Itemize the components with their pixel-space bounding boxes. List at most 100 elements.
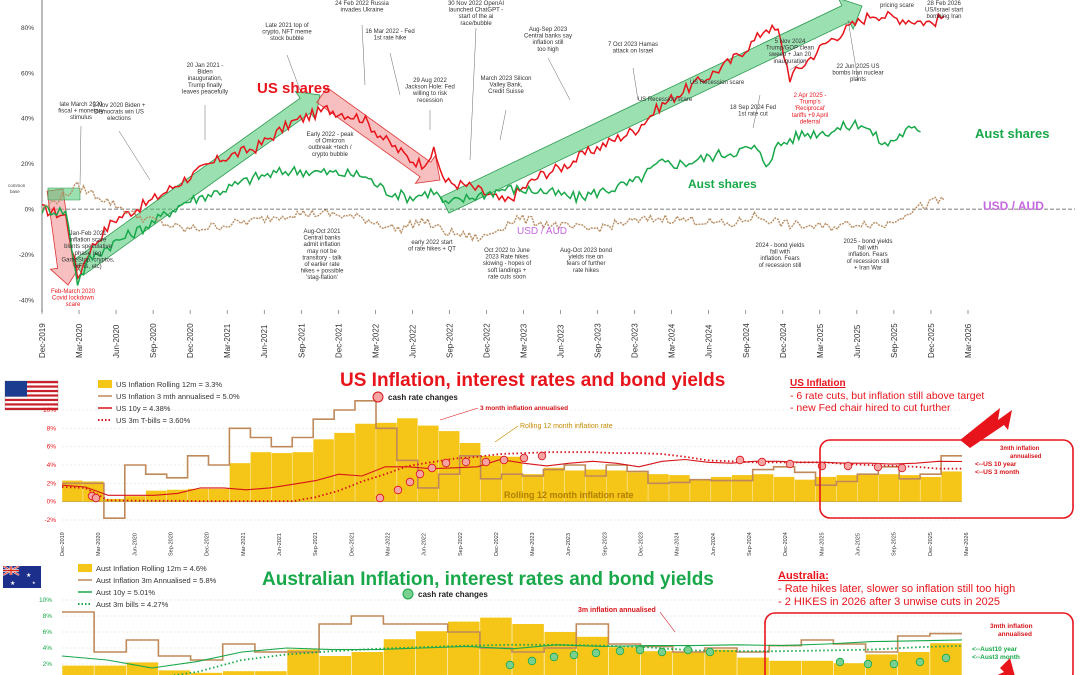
au-inflation-bar	[608, 647, 641, 675]
us-cash-rate-change-marker	[757, 457, 767, 467]
us-x-tick: Dec-2019	[60, 532, 66, 556]
us-right-3month-label: <--US 3 month	[975, 469, 1019, 476]
us-x-tick: Mar-2024	[675, 532, 681, 556]
y-tick-label: 60%	[21, 70, 34, 77]
au-chart-title: Australian Inflation, interest rates and…	[262, 569, 714, 590]
au-3m-label: 3m inflation annualised	[578, 607, 656, 614]
us-legend-label: US Inflation 3 mth annualised = 5.0%	[116, 392, 240, 401]
event-annotation: 20 Jan 2021 -Biden inauguration, Trump fin…	[182, 63, 228, 95]
us-x-tick: Jun-2020	[132, 533, 138, 556]
us-note-title: US Inflation	[790, 378, 846, 389]
event-annotation: 24 Feb 2022 Russia invades Ukraine	[335, 1, 389, 14]
annotation-pointer	[389, 52, 401, 96]
us-note-line: - new Fed chair hired to cut further	[790, 402, 951, 414]
trend-arrow-base	[47, 187, 81, 201]
event-annotation: US Recession scare	[638, 97, 693, 103]
x-tick-label: Mar-2022	[371, 323, 380, 358]
au-3m-bills-line	[169, 643, 963, 675]
us-cash-rate-change-marker	[405, 477, 415, 487]
au-note-line: - 2 HIKES in 2026 after 3 unwise cuts in…	[778, 596, 1000, 608]
us-cash-rate-change-marker	[843, 461, 853, 471]
series-line-usd-aud	[41, 180, 945, 243]
us-inflation-chart: US Inflation, interest rates and bond yi…	[4, 370, 1074, 556]
au-y-tick: 4%	[43, 645, 53, 652]
au-cash-rate-change-marker	[863, 659, 873, 669]
event-annotation: Oct 2022 to June 2023 Rate hikes slowing -…	[483, 248, 532, 280]
y-tick-label: 20%	[21, 161, 34, 168]
au-cash-rate-change-marker	[505, 660, 515, 670]
au-3m-pointer	[659, 611, 676, 633]
us-x-tick: Mar-2020	[96, 532, 102, 556]
au-legend-label: Aust Inflation Rolling 12m = 4.6%	[96, 564, 207, 573]
annotation-pointer	[361, 24, 366, 86]
event-annotation: early 2022 start of rate hikes + QT	[408, 240, 456, 253]
us-3m-label: 3 month inflation annualised	[480, 405, 568, 412]
au-flag-icon: ★ ★ ★	[2, 565, 41, 588]
us-x-tick: Dec-2020	[205, 532, 211, 556]
y-tick-label: 0%	[25, 207, 35, 214]
x-tick-label: Mar-2020	[75, 323, 84, 358]
us-inflation-bar	[731, 475, 753, 502]
x-tick-label: Jun-2023	[557, 324, 566, 358]
x-tick-label: Mar-2026	[964, 323, 973, 358]
au-highlight-box	[764, 612, 1074, 675]
au-inflation-bar	[512, 624, 544, 675]
au-inflation-bar	[319, 656, 351, 675]
event-annotation: 3 Nov 2020 Biden + Democrats win US electi…	[93, 103, 146, 122]
event-annotation: pricing scare	[880, 3, 915, 9]
us-x-tick: Mar-2023	[530, 532, 536, 556]
us-cash-rate-change-marker	[537, 451, 547, 461]
x-tick-label: Sep-2021	[297, 323, 306, 358]
au-y-tick: 8%	[43, 613, 53, 620]
us-inflation-bar	[334, 432, 355, 502]
us-x-tick: Mar-2025	[819, 532, 825, 556]
event-annotation: Aug-Oct 2023 bond yields rise on fears of …	[560, 248, 612, 274]
us-flag-stripe	[5, 389, 58, 393]
au-red-arrow-icon	[997, 658, 1015, 675]
au-cash-rate-change-marker	[705, 647, 715, 657]
us-cash-rate-legend-label: cash rate changes	[388, 393, 458, 402]
us-x-tick: Mar-2022	[385, 532, 391, 556]
us-inflation-bar	[794, 479, 816, 502]
us-y-tick: 6%	[47, 444, 57, 451]
us-chart-title: US Inflation, interest rates and bond yi…	[340, 370, 725, 391]
au-cash-rate-change-marker	[889, 659, 899, 669]
annotation-pointer	[789, 59, 806, 71]
au-inflation-bar	[255, 671, 287, 675]
au-cash-rate-legend-label: cash rate changes	[418, 590, 488, 599]
au-inflation-bar	[898, 652, 930, 675]
x-tick-label: Sep-2020	[149, 323, 158, 358]
us-inflation-bar	[836, 475, 858, 502]
us-x-tick: Dec-2023	[639, 532, 645, 556]
event-annotation: 2 Apr 2025 -Trump's 'Reciprocal' tariffs +…	[792, 93, 828, 125]
us-inflation-bar	[501, 456, 523, 502]
au-inflation-bar	[190, 672, 223, 675]
us-inflation-bar	[585, 469, 606, 502]
y-tick-label: -20%	[19, 252, 34, 259]
au-cash-rate-change-marker	[915, 657, 925, 667]
us-inflation-bar	[773, 476, 795, 502]
svg-text:★: ★	[26, 572, 31, 579]
annotation-pointer	[547, 57, 571, 101]
event-annotation: 30 Nov 2022 OpenAI launched ChatGPT -star…	[448, 1, 504, 27]
us-cash-rate-change-marker	[91, 493, 101, 503]
us-x-tick: Sep-2023	[602, 532, 608, 556]
x-tick-label: Mar-2025	[816, 323, 825, 358]
common-base-label-2: base	[10, 189, 20, 194]
x-tick-label: Sep-2023	[594, 323, 603, 358]
x-tick-label: Dec-2022	[482, 323, 491, 358]
au-inflation-bar	[769, 660, 801, 675]
au-inflation-bar	[383, 639, 416, 675]
event-annotation: 7 Oct 2023 Hamas attack on Israel	[608, 42, 658, 55]
x-tick-label: Mar-2021	[223, 323, 232, 358]
au-inflation-bar	[126, 662, 159, 675]
us-note-line: - 6 rate cuts, but inflation still above…	[790, 390, 984, 402]
au-cash-rate-change-marker	[657, 647, 667, 657]
us-inflation-bar	[878, 474, 900, 502]
au-inflation-bar	[351, 652, 384, 675]
au-cash-rate-change-marker	[635, 645, 645, 655]
us-3m-pointer	[439, 407, 479, 421]
us-inflation-bar	[627, 472, 648, 502]
x-tick-label: Mar-2024	[668, 323, 677, 358]
us-inflation-bar	[438, 431, 460, 502]
